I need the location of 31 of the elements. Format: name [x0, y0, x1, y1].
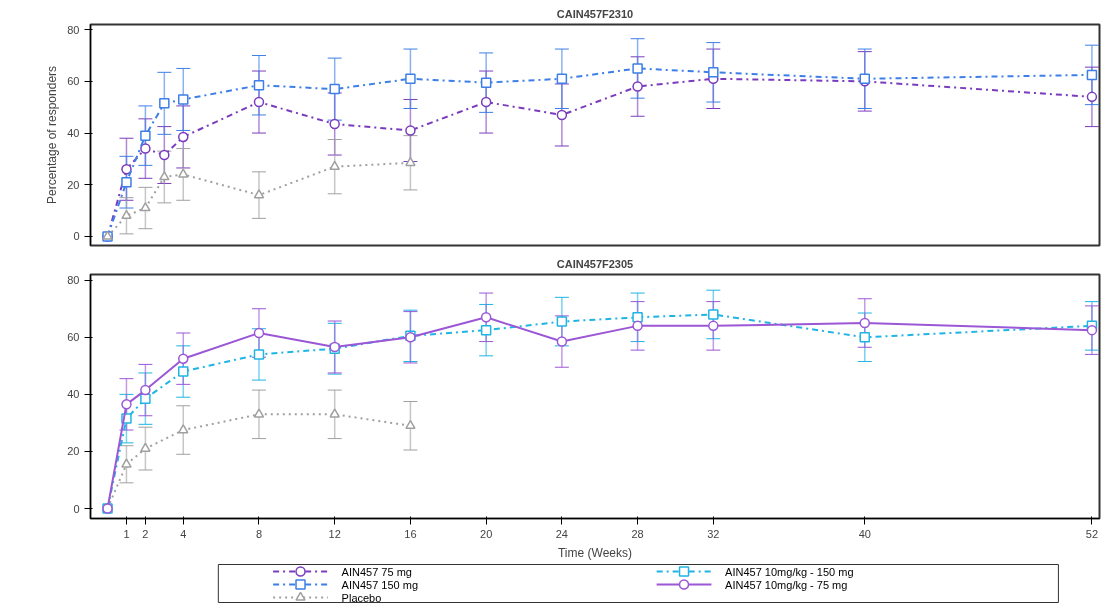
y-tick-label: 80: [67, 23, 80, 36]
x-tick-label: 32: [707, 527, 720, 540]
y-tick-label: 40: [67, 388, 80, 401]
chart-title: CAIN457F2310: [556, 7, 634, 20]
legend-label: AIN457 10mg/kg - 75 mg: [725, 578, 848, 591]
x-tick-label: 28: [631, 527, 644, 540]
y-tick-label: 40: [67, 127, 80, 140]
x-tick-label: 52: [1085, 527, 1099, 540]
y-tick-label: 20: [67, 178, 80, 191]
legend-label: AIN457 10mg/kg - 150 mg: [725, 565, 854, 578]
legend-label: AIN457 75 mg: [341, 565, 412, 578]
legend-label: AIN457 150 mg: [341, 578, 419, 591]
y-tick-label: 60: [67, 75, 80, 88]
x-tick-label: 16: [404, 527, 417, 540]
x-tick-label: 40: [858, 527, 871, 540]
y-tick-label: 20: [67, 445, 80, 458]
x-tick-label: 12: [328, 527, 341, 540]
y-tick-label: 60: [67, 331, 80, 344]
x-tick-label: 8: [255, 527, 263, 540]
x-tick-label: 1: [123, 527, 130, 540]
y-axis-title: Percentage of responders: [45, 65, 60, 205]
legend-label: Placebo: [341, 591, 382, 604]
x-tick-label: 24: [555, 527, 568, 540]
x-tick-label: 20: [480, 527, 493, 540]
x-axis-title: Time (Weeks): [558, 545, 633, 560]
y-tick-label: 0: [73, 230, 80, 243]
y-tick-label: 0: [73, 502, 80, 515]
y-tick-label: 80: [67, 274, 80, 287]
x-tick-label: 4: [180, 527, 187, 540]
x-tick-label: 2: [142, 527, 149, 540]
chart-title: CAIN457F2305: [556, 257, 634, 270]
